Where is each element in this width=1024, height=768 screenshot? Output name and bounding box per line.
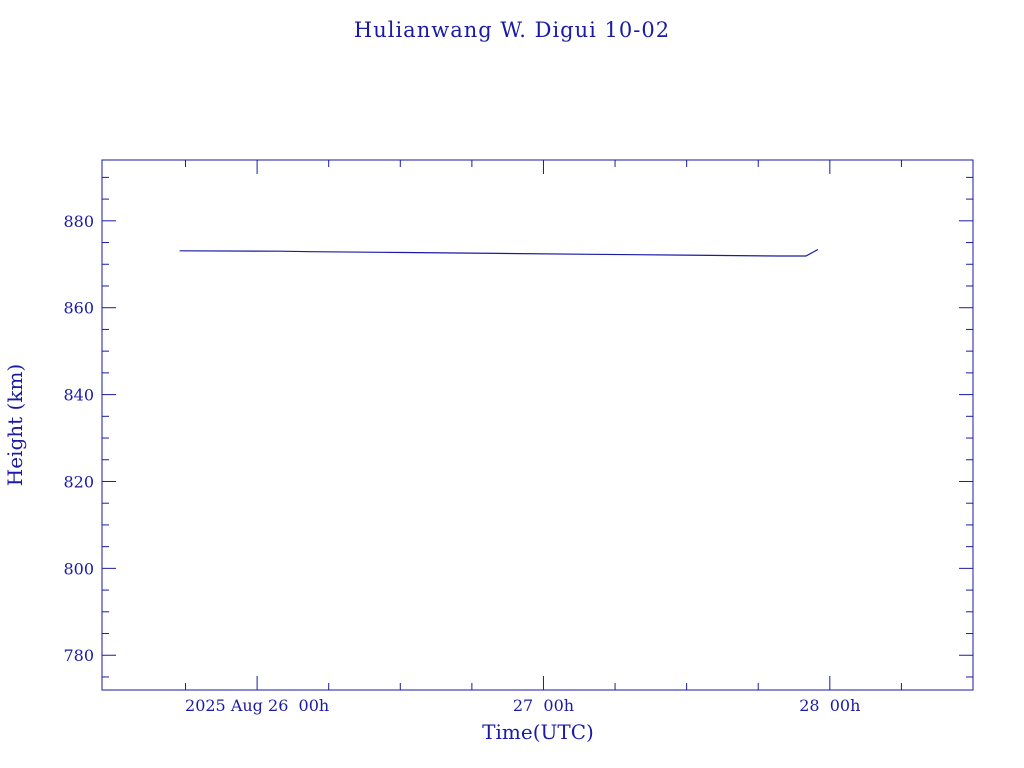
x-tick-label: 27 00h bbox=[513, 696, 574, 715]
y-axis-label: Height (km) bbox=[3, 364, 27, 486]
x-axis-label: Time(UTC) bbox=[482, 720, 594, 744]
y-tick-label: 820 bbox=[63, 472, 94, 491]
chart-title: Hulianwang W. Digui 10-02 bbox=[354, 18, 670, 42]
y-tick-label: 800 bbox=[63, 559, 94, 578]
x-tick-label: 2025 Aug 26 00h bbox=[185, 696, 329, 715]
height-series-line bbox=[179, 248, 819, 257]
y-tick-label: 840 bbox=[63, 386, 94, 405]
plot-frame bbox=[101, 159, 974, 691]
series-group bbox=[179, 248, 819, 257]
x-axis-ticks: 2025 Aug 26 00h 27 00h 28 00h bbox=[185, 160, 902, 715]
y-axis-ticks: 780 800 820 840 860 880 bbox=[63, 176, 973, 678]
y-tick-label: 860 bbox=[63, 299, 94, 318]
y-tick-label: 780 bbox=[63, 646, 94, 665]
y-tick-label: 880 bbox=[63, 212, 94, 231]
x-tick-label: 28 00h bbox=[799, 696, 860, 715]
